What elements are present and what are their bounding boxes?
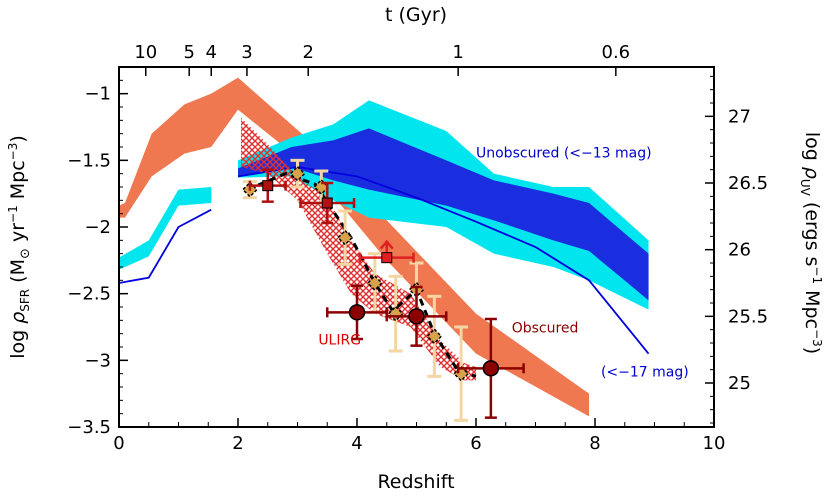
right-tick-label: 27 [728, 106, 751, 127]
y-tick-label: −2.5 [67, 284, 111, 305]
ulirg-point-1 [321, 197, 333, 209]
series-band-4 [119, 187, 212, 270]
top-tick-label: 3 [241, 42, 252, 63]
x-tick-label: 6 [470, 433, 481, 454]
right-tick-label: 25 [728, 373, 751, 394]
uv-point-3 [337, 229, 354, 246]
ulirg-point-5 [482, 360, 500, 377]
annotation-0: Unobscured (<−13 mag) [476, 146, 652, 162]
points-layer [241, 158, 525, 422]
ticks-layer: 0 2 4 6 8 10−3.5−3−2.5−2−1.5−12525.52626.5271… [67, 42, 768, 454]
ulirg-point-0 [262, 180, 274, 192]
y-tick-label: −3.5 [67, 417, 111, 438]
uv-point-1 [289, 165, 306, 182]
top-tick-label: 10 [134, 42, 157, 63]
ulirg-point-4 [408, 308, 425, 325]
annotation-3: (<−17 mag) [601, 364, 689, 380]
x-tick-label: 0 [113, 433, 124, 454]
top-tick-label: 0.6 [602, 42, 631, 63]
top-axis-title: t (Gyr) [385, 4, 447, 26]
series-band-2 [238, 128, 649, 301]
ulirg-point-2 [381, 252, 393, 264]
y-tick-label: −1.5 [67, 150, 111, 171]
ulirg-point-3 [348, 304, 366, 321]
uv-point-4 [366, 274, 383, 292]
x-tick-label: 8 [589, 433, 600, 454]
uv-point-7 [426, 328, 443, 345]
annotation-layer: Unobscured (<−13 mag) Obscured ULIRG (<−17 … [318, 146, 688, 381]
right-axis-title: log ρUV (ergs s−1 Mpc−3) [798, 132, 824, 354]
x-tick-label: 10 [703, 433, 726, 454]
x-tick-label: 2 [232, 433, 243, 454]
ulirg-arrow-2 [379, 239, 394, 250]
right-tick-label: 26.5 [728, 173, 768, 194]
annotation-1: Obscured [512, 320, 579, 336]
x-axis-title: Redshift [377, 471, 454, 493]
series-line-6 [119, 208, 212, 284]
x-tick-label: 4 [351, 433, 362, 454]
annotation-2: ULIRG [318, 332, 361, 348]
right-tick-label: 25.5 [728, 306, 768, 327]
top-tick-label: 4 [205, 42, 216, 63]
y-axis-title: log ρSFR (M⊙ yr−1 Mpc−3) [6, 135, 33, 359]
top-tick-label: 1 [452, 42, 463, 63]
y-tick-label: −3 [84, 350, 111, 371]
y-tick-label: −1 [84, 84, 111, 105]
series-band-0 [119, 77, 590, 417]
series-line-5 [237, 166, 650, 355]
top-tick-label: 5 [183, 42, 194, 63]
right-tick-label: 26 [728, 240, 751, 261]
y-tick-label: −2 [84, 217, 111, 238]
series-line-8 [246, 172, 477, 378]
top-tick-label: 2 [302, 42, 313, 63]
